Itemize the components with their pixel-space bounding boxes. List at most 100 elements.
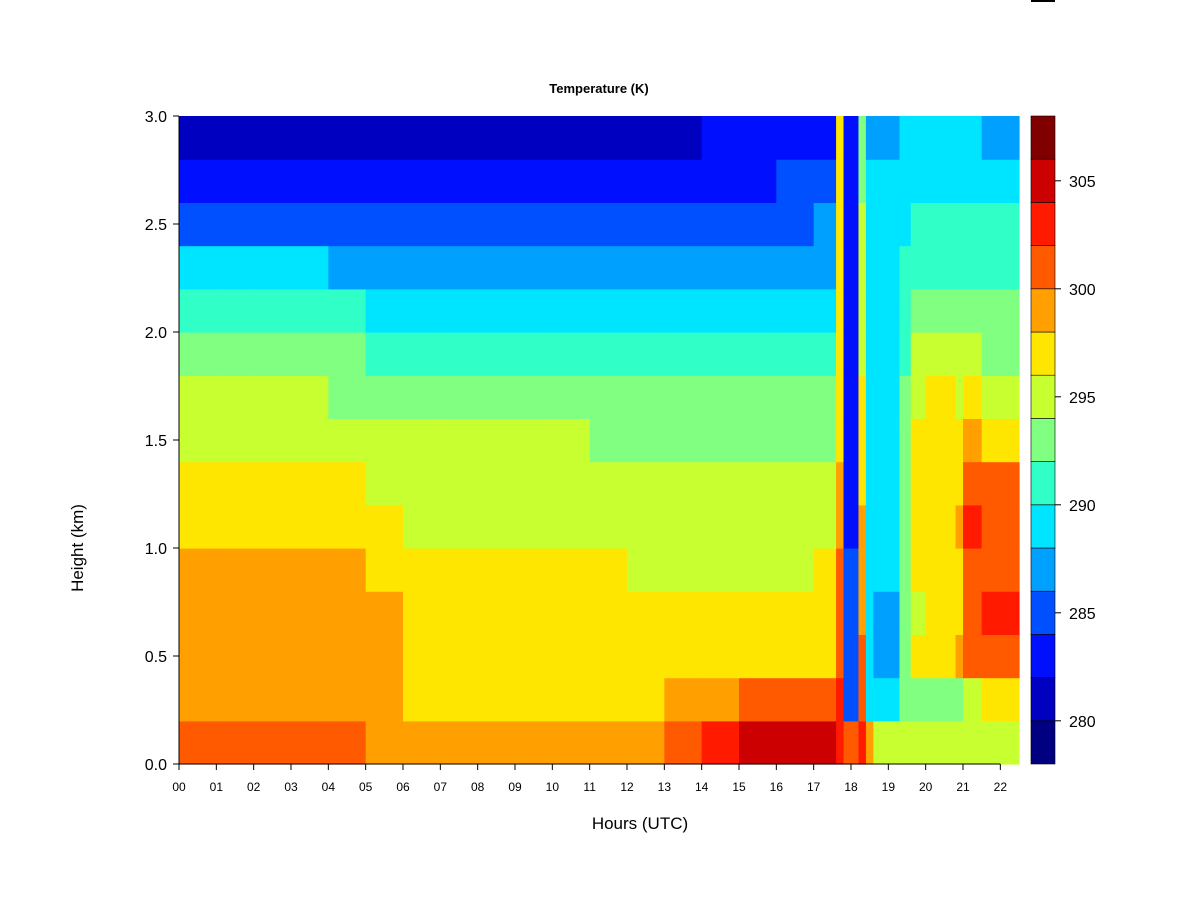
heatmap-cell: [776, 634, 815, 679]
heatmap-cell: [925, 418, 957, 463]
heatmap-cell: [440, 116, 479, 160]
heatmap-cell: [477, 504, 516, 549]
heatmap-cell: [701, 245, 740, 290]
heatmap-cell: [515, 116, 553, 160]
colorbar-swatch: [1030, 288, 1056, 333]
heatmap-cell: [515, 202, 553, 247]
heatmap-cell: [910, 375, 927, 419]
heatmap-cell: [813, 375, 837, 419]
heatmap-cell: [910, 418, 927, 463]
heatmap-cell: [813, 116, 837, 160]
heatmap-cell: [253, 116, 292, 160]
heatmap-cell: [776, 720, 815, 765]
heatmap-cell: [216, 720, 255, 765]
heatmap-cell: [440, 720, 479, 765]
heatmap-cell: [899, 202, 912, 247]
colorbar-swatch: [1030, 418, 1056, 462]
heatmap-cell: [836, 548, 845, 592]
heatmap-cell: [440, 245, 479, 290]
heatmap-cell: [589, 375, 628, 419]
heatmap-cell: [291, 634, 329, 679]
heatmap-cell: [813, 720, 837, 765]
heatmap-cell: [963, 548, 983, 592]
heatmap-cell: [776, 159, 815, 203]
heatmap-cell: [865, 332, 874, 376]
heatmap-cell: [291, 418, 329, 463]
heatmap-cell: [627, 288, 665, 333]
heatmap-cell: [552, 634, 591, 679]
heatmap-cell: [843, 720, 860, 765]
heatmap-cell: [873, 202, 901, 247]
heatmap-cell: [664, 332, 703, 376]
heatmap-cell: [963, 375, 983, 419]
heatmap-cell: [291, 245, 329, 290]
heatmap-cell: [589, 116, 628, 160]
heatmap-cell: [216, 288, 255, 333]
heatmap-cell: [963, 116, 983, 160]
heatmap-cell: [843, 245, 860, 290]
heatmap-cell: [739, 202, 777, 247]
heatmap-cell: [664, 245, 703, 290]
x-tick-label: 15: [732, 780, 746, 794]
heatmap-cell: [589, 332, 628, 376]
colorbar-tick-label: 295: [1069, 390, 1096, 407]
heatmap-cell: [981, 461, 1020, 506]
x-tick-label: 10: [546, 780, 560, 794]
heatmap-cell: [403, 461, 441, 506]
heatmap-cell: [701, 720, 740, 765]
heatmap-cell: [477, 461, 516, 506]
heatmap-cell: [836, 504, 845, 549]
heatmap-cell: [963, 332, 983, 376]
heatmap-cell: [291, 677, 329, 722]
heatmap-cell: [664, 375, 703, 419]
heatmap-cell: [291, 375, 329, 419]
heatmap-cell: [253, 418, 292, 463]
heatmap-cell: [836, 116, 845, 160]
heatmap-cell: [365, 159, 404, 203]
heatmap-cell: [328, 245, 367, 290]
heatmap-cell: [910, 720, 927, 765]
heatmap-cell: [899, 418, 912, 463]
heatmap-cell: [552, 202, 591, 247]
heatmap-cell: [403, 591, 441, 635]
heatmap-cell: [701, 375, 740, 419]
heatmap-cell: [843, 375, 860, 419]
heatmap-cell: [477, 634, 516, 679]
heatmap-cell: [627, 159, 665, 203]
heatmap-cell: [836, 288, 845, 333]
heatmap-cell: [515, 677, 553, 722]
heatmap-cell: [865, 159, 874, 203]
heatmap-cell: [910, 591, 927, 635]
heatmap-cell: [253, 548, 292, 592]
heatmap-cell: [955, 504, 964, 549]
colorbar: 280 285 290 295 300 305: [1030, 115, 1096, 765]
heatmap-cell: [865, 461, 874, 506]
heatmap-cell: [813, 332, 837, 376]
heatmap-cell: [925, 677, 957, 722]
heatmap-cell: [981, 245, 1020, 290]
heatmap-cell: [253, 461, 292, 506]
heatmap-cell: [664, 202, 703, 247]
heatmap-cell: [701, 591, 740, 635]
heatmap-cell: [440, 591, 479, 635]
heatmap-cell: [836, 720, 845, 765]
x-tick-label: 22: [994, 780, 1008, 794]
heatmap-cell: [328, 202, 367, 247]
heatmap-cell: [179, 504, 217, 549]
heatmap-cell: [365, 375, 404, 419]
heatmap-cell: [440, 461, 479, 506]
heatmap-cell: [291, 159, 329, 203]
heatmap-cell: [858, 548, 867, 592]
x-tick-label: 01: [210, 780, 224, 794]
heatmap-cell: [179, 332, 217, 376]
heatmap-cell: [739, 418, 777, 463]
heatmap-cell: [836, 461, 845, 506]
heatmap-cell: [291, 202, 329, 247]
heatmap-cell: [865, 202, 874, 247]
heatmap-cell: [873, 548, 901, 592]
heatmap-cell: [910, 548, 927, 592]
y-axis-label: Height (km): [68, 504, 87, 592]
heatmap-cell: [858, 677, 867, 722]
heatmap-cell: [739, 548, 777, 592]
heatmap-cell: [910, 677, 927, 722]
